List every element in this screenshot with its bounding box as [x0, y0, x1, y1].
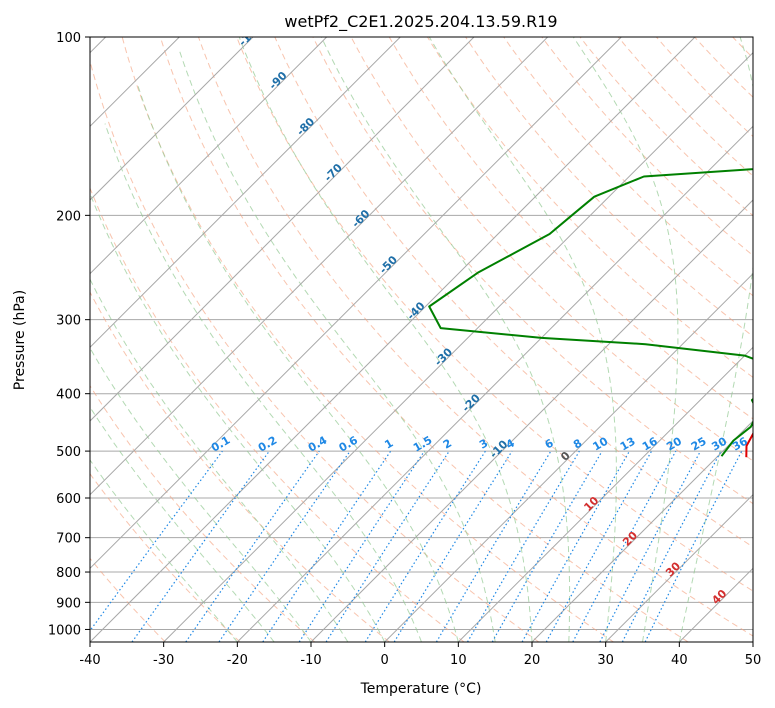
x-tick-label: 20 [524, 653, 541, 668]
y-tick-label: 800 [56, 566, 81, 581]
moist-adiabat-line [90, 406, 275, 642]
mixing-ratio-line [218, 450, 351, 642]
isotherms [90, 37, 753, 642]
isotherm-line [90, 37, 328, 275]
dry-adiabat-line [90, 472, 241, 642]
y-tick-label: 200 [56, 209, 81, 224]
mixing-ratio-line [298, 450, 425, 642]
line-annotations: 0.10.20.40.611.52346810131620253036-100-… [209, 20, 750, 607]
y-tick-label: 700 [56, 532, 81, 547]
moist-adiabat-line [90, 347, 312, 642]
mixing-ratio-line [521, 450, 631, 642]
x-tick-label: -20 [227, 653, 248, 668]
plot-area: 0.10.20.40.611.52346810131620253036-100-… [90, 20, 753, 642]
isotherm-line [90, 37, 549, 496]
y-tick-label: 400 [56, 388, 81, 403]
x-tick-label: 10 [450, 653, 467, 668]
moist-adiabat-line [238, 37, 533, 642]
dry-adiabat-label: -100 [236, 20, 265, 49]
mixing-ratio-line [572, 450, 677, 642]
mixing-ratio-line [545, 450, 653, 642]
mixing-ratio-line [262, 450, 392, 642]
moist-adiabat-line [320, 37, 571, 642]
x-tick-label: -40 [79, 653, 100, 668]
dry-adiabat-line [121, 37, 614, 642]
y-tick-label: 300 [56, 314, 81, 329]
mixing-ratio-line [131, 450, 270, 642]
dewpoint-profile-line [428, 168, 753, 457]
isotherm-line [310, 199, 753, 642]
moist-adiabat-line [678, 37, 753, 642]
isotherm-line [531, 420, 753, 642]
mixing-ratio-line [393, 450, 513, 642]
x-tick-label: 40 [671, 653, 688, 668]
y-axis-ticks: 100 200 300 400 500 600 700 800 900 1000 [48, 31, 90, 638]
y-tick-label: 900 [56, 596, 81, 611]
mixing-ratio-line [185, 450, 320, 642]
y-tick-label: 100 [56, 31, 81, 46]
isotherm-line [457, 346, 753, 642]
moist-adiabat-line [90, 278, 349, 642]
dry-adiabat-line [274, 37, 753, 548]
plot-frame [89, 36, 754, 643]
y-tick-label: 1000 [48, 623, 81, 638]
dry-adiabat-line [90, 291, 390, 642]
x-axis-label: Temperature (°C) [360, 681, 482, 697]
isotherm-line [163, 51, 753, 642]
mixing-ratio-line [325, 450, 450, 642]
x-tick-label: 0 [381, 653, 389, 668]
x-tick-label: -10 [300, 653, 321, 668]
isotherm-line [605, 493, 753, 642]
y-tick-label: 500 [56, 445, 81, 460]
moist-adiabats [90, 37, 753, 642]
isotherm-line [90, 37, 622, 570]
y-tick-label: 600 [56, 492, 81, 507]
x-tick-label: -30 [153, 653, 174, 668]
isotherm-line [90, 37, 696, 642]
dry-adiabat-line [465, 37, 753, 338]
moist-adiabat-line [136, 83, 459, 642]
dry-adiabat-line [236, 37, 753, 592]
x-tick-label: 30 [597, 653, 614, 668]
mixing-ratio-lines [90, 450, 743, 642]
dry-adiabat-line [579, 37, 753, 217]
x-axis-ticks: -40 -30 -20 -10 0 10 20 30 40 50 [79, 642, 761, 668]
dry-adiabat-line [198, 37, 753, 637]
isotherm-line [90, 37, 475, 422]
chart-title: wetPf2_C2E1.2025.204.13.59.R19 [284, 12, 557, 32]
dry-adiabat-line [90, 59, 540, 642]
isotherm-line [90, 37, 401, 349]
moist-adiabat-line [572, 37, 679, 642]
mixing-ratio-line [90, 450, 223, 632]
moist-adiabat-line [90, 192, 386, 642]
dry-adiabat-line [617, 37, 753, 177]
y-axis-label: Pressure (hPa) [12, 290, 28, 390]
x-tick-label: 50 [745, 653, 762, 668]
dry-adiabat-line [159, 37, 689, 642]
dry-adiabat-line [312, 37, 753, 505]
profile-series [428, 168, 753, 458]
moist-adiabat-line [178, 49, 496, 642]
isotherm-line [384, 272, 753, 642]
moist-adiabat-line [104, 123, 422, 642]
isotherm-line [236, 125, 753, 642]
moist-adiabat-line [428, 37, 617, 642]
dry-adiabat-line [350, 37, 753, 462]
mixing-ratio-line [644, 450, 743, 642]
isotherm-line [90, 37, 254, 201]
